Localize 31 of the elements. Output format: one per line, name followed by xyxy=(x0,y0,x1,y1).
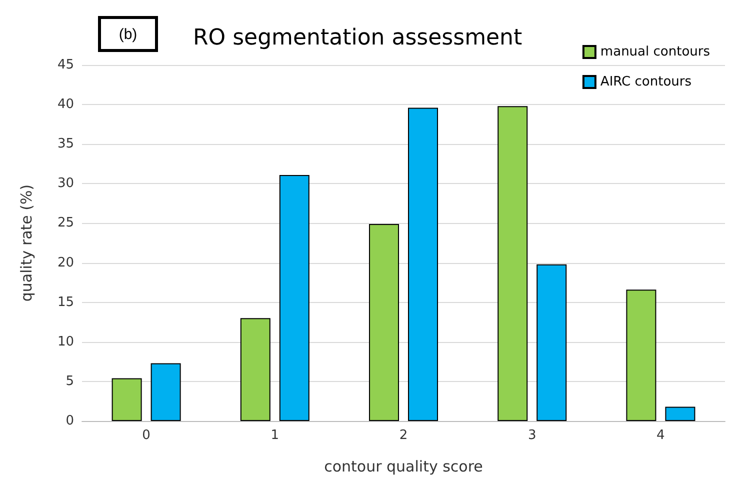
legend-label: AIRC contours xyxy=(600,74,692,90)
y-tick-label: 35 xyxy=(57,136,74,152)
y-tick-label: 15 xyxy=(57,294,74,310)
bar xyxy=(536,264,567,421)
bar xyxy=(240,318,270,421)
bar xyxy=(279,174,310,421)
x-tick-label: 4 xyxy=(656,428,665,443)
bar xyxy=(408,108,438,421)
legend-label: manual contours xyxy=(600,44,710,60)
bar xyxy=(626,290,656,421)
text: (b) xyxy=(98,16,158,52)
bar xyxy=(498,106,528,421)
y-tick-label: 30 xyxy=(57,176,74,192)
x-tick-label: 1 xyxy=(270,428,280,443)
x-tick-label: 3 xyxy=(528,428,536,443)
y-tick-label: 5 xyxy=(66,374,74,389)
bar xyxy=(150,363,181,421)
x-axis-title: contour quality score xyxy=(324,458,483,476)
y-tick-label: 40 xyxy=(57,97,74,112)
y-axis-title: quality rate (%) xyxy=(18,184,36,302)
y-tick-label: 25 xyxy=(57,216,74,231)
y-tick-label: 0 xyxy=(66,414,74,428)
x-tick-label: 2 xyxy=(399,428,408,443)
x-tick-label: 0 xyxy=(142,428,150,443)
y-tick-label: 20 xyxy=(57,255,74,270)
bar xyxy=(369,224,399,421)
bar xyxy=(112,378,142,421)
bar xyxy=(665,406,696,421)
y-tick-label: 10 xyxy=(57,334,74,350)
y-tick-label: 45 xyxy=(57,58,74,72)
chart-title: RO segmentation assessment xyxy=(193,26,522,50)
